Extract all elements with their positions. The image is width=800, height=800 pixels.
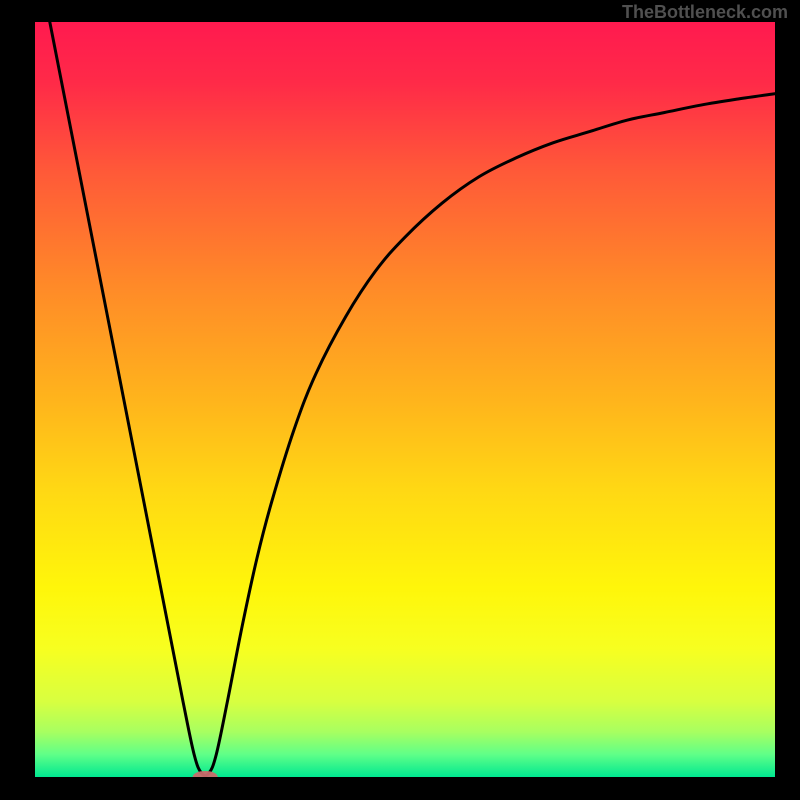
- bottleneck-chart: [0, 0, 800, 800]
- attribution-label: TheBottleneck.com: [622, 2, 788, 23]
- minimum-marker: [193, 771, 218, 783]
- chart-container: { "attribution_text": "TheBottleneck.com…: [0, 0, 800, 800]
- plot-background: [35, 22, 775, 777]
